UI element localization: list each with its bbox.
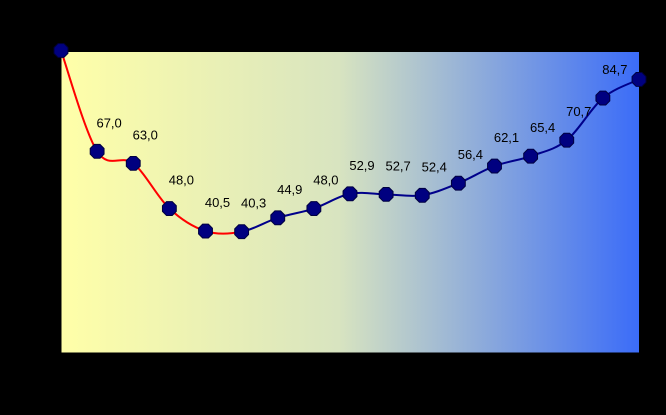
data-point-11: [450, 175, 466, 191]
data-point-2: [125, 155, 141, 171]
data-label-1: 67,0: [96, 115, 121, 130]
data-point-1: [89, 143, 105, 159]
data-point-4: [198, 223, 213, 239]
data-point-12: [487, 158, 502, 174]
data-point-3: [161, 201, 177, 216]
data-point-7: [306, 201, 322, 216]
data-point-6: [270, 210, 286, 226]
data-point-8: [342, 186, 358, 202]
data-label-6: 44,9: [277, 182, 302, 197]
data-label-11: 56,4: [458, 147, 483, 162]
data-point-5: [234, 224, 250, 240]
data-label-5: 40,3: [241, 196, 266, 211]
data-point-16: [631, 71, 647, 87]
data-point-13: [523, 148, 539, 164]
data-label-2: 63,0: [133, 127, 158, 142]
series-markers: [53, 43, 647, 240]
data-label-4: 40,5: [205, 195, 230, 210]
data-label-16: 90,9: [638, 43, 663, 58]
data-point-0: [53, 43, 69, 58]
data-point-14: [559, 132, 575, 148]
plot-area: [61, 52, 639, 353]
data-label-10: 52,4: [422, 159, 447, 174]
data-point-9: [378, 186, 394, 202]
data-label-14: 70,7: [566, 104, 591, 119]
data-label-15: 84,7: [602, 62, 627, 77]
data-labels: 67,0 63,0 48,0 40,5 40,3 44,9 48,0 52,9 52,7 52,4…: [96, 43, 663, 210]
data-label-9: 52,7: [385, 158, 410, 173]
data-label-12: 62,1: [494, 130, 519, 145]
data-label-3: 48,0: [169, 173, 194, 188]
axes: [56, 51, 640, 358]
data-label-8: 52,9: [349, 158, 374, 173]
data-label-7: 48,0: [313, 173, 338, 188]
data-point-15: [595, 90, 611, 106]
data-label-13: 65,4: [530, 120, 555, 135]
data-point-10: [414, 187, 430, 203]
